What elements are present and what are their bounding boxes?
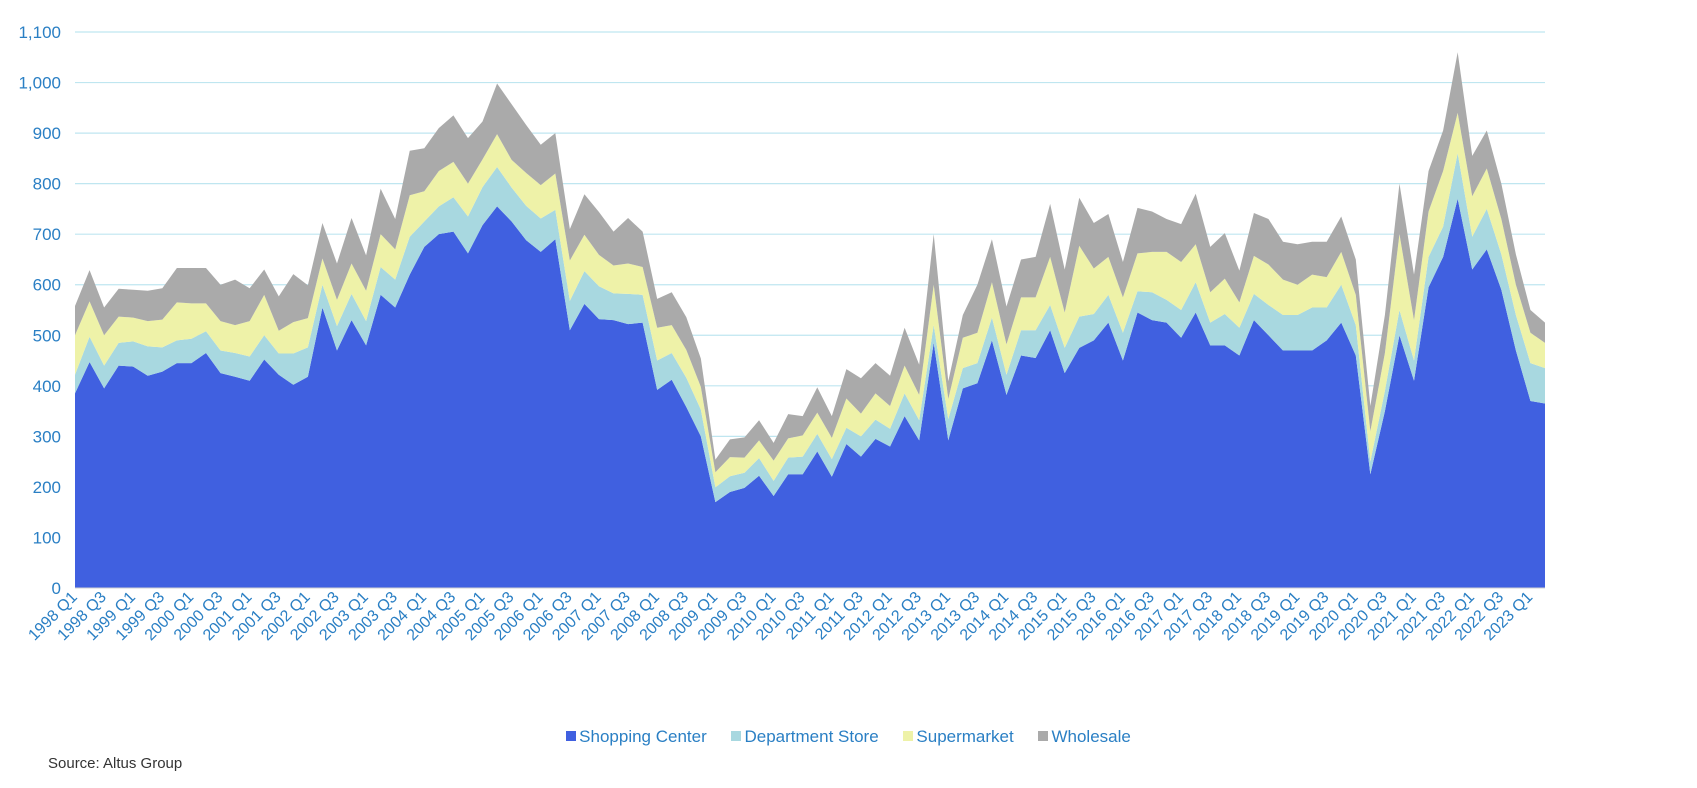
y-tick-label: 300 xyxy=(33,427,61,446)
legend-item-supermarket[interactable]: Supermarket xyxy=(903,727,1014,747)
legend-swatch xyxy=(1038,731,1049,741)
legend-label: Shopping Center xyxy=(579,727,707,746)
legend-item-shopping-center[interactable]: Shopping Center xyxy=(566,727,707,747)
source-note: Source: Altus Group xyxy=(48,755,183,772)
legend-label: Department Store xyxy=(744,727,879,746)
legend-item-department-store[interactable]: Department Store xyxy=(731,727,879,747)
y-tick-label: 1,100 xyxy=(18,23,61,42)
y-tick-label: 600 xyxy=(33,276,61,295)
area-shopping-center xyxy=(75,198,1545,589)
y-tick-label: 100 xyxy=(33,528,61,547)
area-supermarket xyxy=(75,112,1545,488)
legend-swatch xyxy=(566,731,577,741)
area-department-store xyxy=(75,153,1545,503)
y-tick-label: 500 xyxy=(33,326,61,345)
y-tick-label: 800 xyxy=(33,175,61,194)
stacked-areas xyxy=(75,52,1545,589)
legend-label: Wholesale xyxy=(1051,727,1131,746)
legend-label: Supermarket xyxy=(916,727,1014,746)
y-tick-label: 900 xyxy=(33,124,61,143)
y-tick-label: 0 xyxy=(52,579,61,598)
legend-swatch xyxy=(731,731,742,741)
y-tick-label: 1,000 xyxy=(18,74,61,93)
legend-swatch xyxy=(903,731,914,741)
y-tick-label: 200 xyxy=(33,478,61,497)
y-axis: 0 100 200 300 400 500 600 700 800 900 1,000 1,100 xyxy=(18,23,61,598)
legend: Shopping Center Department Store Superma… xyxy=(0,727,1697,747)
area-chart: 0 100 200 300 400 500 600 700 800 900 1,000 1,100 1… xyxy=(18,23,1545,644)
legend-item-wholesale[interactable]: Wholesale xyxy=(1038,727,1131,747)
area-wholesale xyxy=(75,52,1545,473)
y-tick-label: 400 xyxy=(33,377,61,396)
y-tick-label: 700 xyxy=(33,225,61,244)
